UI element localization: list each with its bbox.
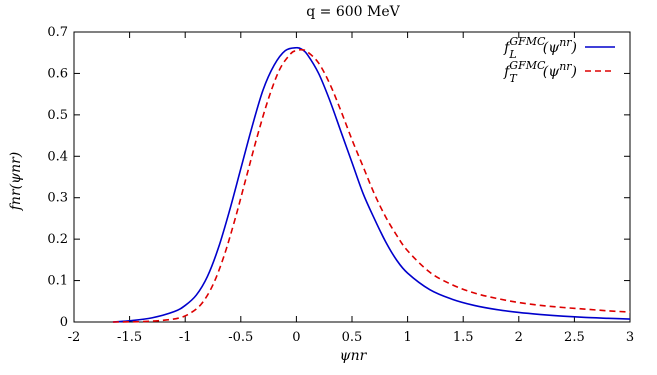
x-tick-label: 2 xyxy=(515,330,523,345)
y-axis-ticks: 0 0.1 0.2 0.3 0.4 0.5 0.6 0.7 xyxy=(47,25,630,330)
y-tick-label: 0.4 xyxy=(47,149,68,164)
y-tick-label: 0.2 xyxy=(47,232,68,247)
x-tick-label: -1.5 xyxy=(117,330,142,345)
x-tick-label: 1 xyxy=(403,330,411,345)
legend: fGFMC L (ψnr)fGFMC T (ψnr) xyxy=(503,35,615,85)
x-tick-label: -0.5 xyxy=(228,330,253,345)
x-tick-label: 2.5 xyxy=(564,330,585,345)
x-tick-label: -1 xyxy=(179,330,192,345)
y-axis-label: fnr(ψnr) xyxy=(8,152,24,212)
y-tick-label: 0 xyxy=(60,315,68,330)
y-tick-label: 0.6 xyxy=(47,66,68,81)
x-tick-label: 0.5 xyxy=(342,330,363,345)
legend-label: fGFMC T (ψnr) xyxy=(503,59,577,85)
x-axis-label: ψnr xyxy=(340,348,368,364)
y-tick-label: 0.7 xyxy=(47,25,68,40)
y-tick-label: 0.1 xyxy=(47,274,68,289)
x-tick-label: 3 xyxy=(626,330,634,345)
y-tick-label: 0.5 xyxy=(47,108,68,123)
series-line-transverse xyxy=(112,48,631,323)
x-tick-label: -2 xyxy=(68,330,81,345)
chart-title: q = 600 MeV xyxy=(306,4,400,20)
x-tick-label: 0 xyxy=(292,330,300,345)
series-line-longitudinal xyxy=(112,46,631,323)
y-tick-label: 0.3 xyxy=(47,191,68,206)
legend-label: fGFMC L (ψnr) xyxy=(503,35,577,61)
series-layer xyxy=(112,46,631,323)
x-axis-ticks: -2 -1.5 -1 -0.5 0 0.5 1 1.5 2 2.5 3 xyxy=(68,32,634,345)
x-tick-label: 1.5 xyxy=(453,330,474,345)
